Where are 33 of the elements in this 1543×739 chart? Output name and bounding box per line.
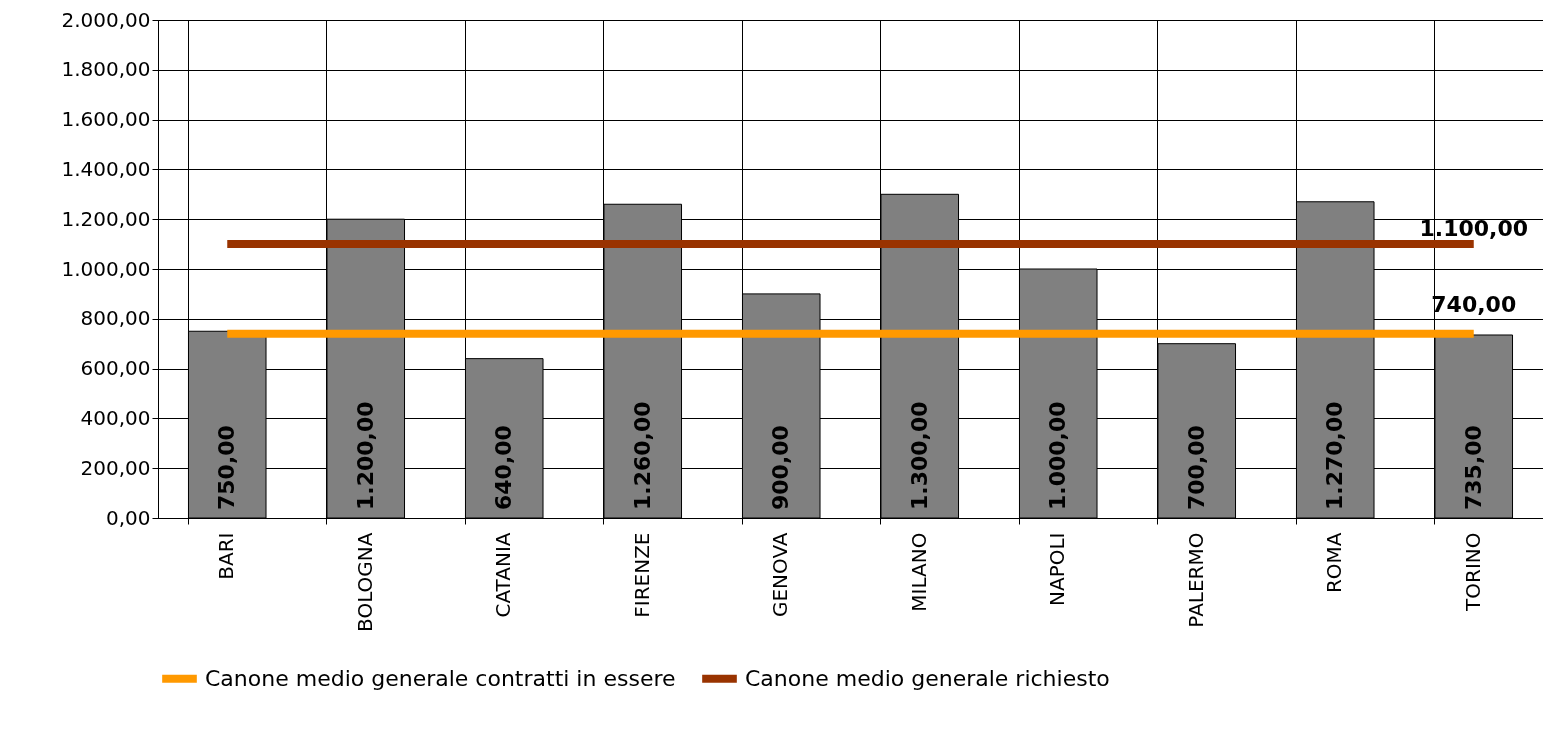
- data-label: 1.260,00: [629, 401, 655, 510]
- x-tick-label: NAPOLI: [1045, 532, 1070, 606]
- y-tick-label: 1.000,00: [61, 256, 151, 281]
- x-tick-label: FIRENZE: [629, 532, 654, 618]
- y-tick-label: 800,00: [80, 306, 151, 331]
- data-label: 900,00: [768, 425, 794, 510]
- y-tick-label: 1.200,00: [61, 206, 151, 231]
- y-tick-label: 1.800,00: [61, 57, 151, 82]
- data-label: 1.270,00: [1322, 401, 1348, 510]
- data-label: 1.200,00: [352, 401, 378, 510]
- y-tick-label: 1.600,00: [61, 107, 151, 132]
- y-tick-label: 1.400,00: [61, 156, 151, 181]
- legend-label: Canone medio generale contratti in essere: [205, 665, 676, 691]
- y-tick-label: 600,00: [80, 356, 151, 381]
- data-label: 1.300,00: [906, 401, 932, 510]
- y-tick-label: 2.000,00: [61, 7, 151, 32]
- x-tick-label: BARI: [214, 532, 239, 580]
- data-label: 735,00: [1460, 425, 1486, 510]
- y-tick-label: 0,00: [105, 505, 151, 530]
- x-tick-label: ROMA: [1322, 532, 1347, 594]
- y-tick-label: 200,00: [80, 455, 151, 480]
- y-tick-label: 400,00: [80, 405, 151, 430]
- legend-label: Canone medio generale richiesto: [745, 665, 1110, 691]
- data-label: 750,00: [214, 425, 240, 510]
- x-tick-label: MILANO: [906, 532, 931, 612]
- data-label: 700,00: [1183, 425, 1209, 510]
- data-label: 640,00: [491, 425, 517, 510]
- x-tick-label: BOLOGNA: [352, 532, 377, 632]
- data-label: 1.000,00: [1045, 401, 1071, 510]
- x-tick-label: PALERMO: [1183, 532, 1208, 628]
- x-tick-label: GENOVA: [768, 532, 793, 618]
- x-tick-label: TORINO: [1460, 532, 1485, 612]
- x-tick-label: CATANIA: [491, 532, 516, 618]
